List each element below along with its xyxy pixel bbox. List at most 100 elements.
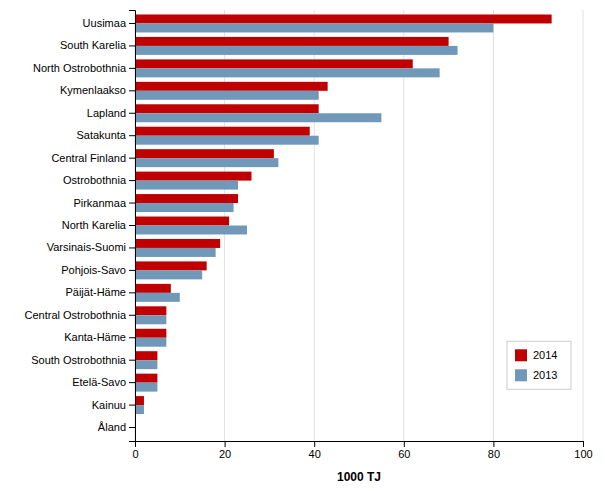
legend-label: 2014 xyxy=(533,349,557,361)
bar xyxy=(135,14,552,23)
bar xyxy=(135,306,166,315)
bar xyxy=(135,396,144,405)
tick-mark xyxy=(129,315,135,316)
legend-entry: 2013 xyxy=(515,369,557,381)
tick-label: Central Finland xyxy=(51,152,126,164)
bar xyxy=(135,405,144,414)
tick: Kanta-Häme xyxy=(64,331,135,343)
bar-series xyxy=(135,14,552,405)
tick: 0 xyxy=(132,441,138,460)
tick: South Karelia xyxy=(60,39,135,51)
tick-mark xyxy=(129,90,135,91)
tick-mark xyxy=(129,292,135,293)
tick-mark xyxy=(129,45,135,46)
tick-mark xyxy=(225,441,226,447)
tick: 40 xyxy=(309,441,321,460)
bar xyxy=(135,248,216,257)
tick: Åland xyxy=(98,421,135,433)
tick-label: North Ostrobothnia xyxy=(33,62,127,74)
tick: Kainuu xyxy=(92,399,135,411)
legend-swatch xyxy=(515,349,527,361)
bar xyxy=(135,68,440,77)
x-axis-title: 1000 TJ xyxy=(337,470,381,484)
grid xyxy=(135,10,583,441)
tick-label: 20 xyxy=(219,448,231,460)
tick-label: Satakunta xyxy=(76,129,126,141)
bar xyxy=(135,172,251,181)
legend-frame xyxy=(507,341,571,389)
legend-entry: 2014 xyxy=(515,349,557,361)
bar xyxy=(135,158,278,167)
bar xyxy=(135,91,319,100)
bar xyxy=(135,329,166,338)
legend-label: 2013 xyxy=(533,369,557,381)
bar xyxy=(135,136,319,145)
tick-label: North Karelia xyxy=(62,219,127,231)
tick-label: South Karelia xyxy=(60,39,127,51)
bars xyxy=(135,14,552,414)
tick-mark xyxy=(129,337,135,338)
tick-mark xyxy=(129,158,135,159)
tick-mark xyxy=(129,427,135,428)
tick-label: Kainuu xyxy=(92,399,126,411)
x-axis: 020406080100 xyxy=(132,441,592,460)
tick-label: Uusimaa xyxy=(83,17,127,29)
tick-label: Ostrobothnia xyxy=(63,174,127,186)
tick-mark xyxy=(129,382,135,383)
bar xyxy=(135,181,238,190)
tick-mark xyxy=(129,68,135,69)
tick-mark xyxy=(583,441,584,447)
tick-mark xyxy=(129,203,135,204)
tick: Central Ostrobothnia xyxy=(25,309,136,321)
bar xyxy=(135,360,157,369)
bar xyxy=(135,203,234,212)
tick-mark xyxy=(129,225,135,226)
bar xyxy=(135,194,238,203)
grid-line xyxy=(493,10,494,441)
tick-label: 100 xyxy=(574,448,592,460)
tick-mark xyxy=(129,135,135,136)
tick: Lapland xyxy=(87,107,135,119)
tick: Etelä-Savo xyxy=(72,376,135,388)
tick: North Karelia xyxy=(62,219,135,231)
bar xyxy=(135,46,458,55)
tick-mark xyxy=(129,270,135,271)
bar xyxy=(135,23,493,32)
bar xyxy=(135,59,413,68)
tick-label: 0 xyxy=(132,448,138,460)
tick-label: Pohjois-Savo xyxy=(61,264,126,276)
tick-mark xyxy=(404,441,405,447)
tick-label: Åland xyxy=(98,421,126,433)
tick: Uusimaa xyxy=(83,17,135,29)
grid-line xyxy=(583,10,584,441)
tick-mark xyxy=(129,405,135,406)
bar xyxy=(135,217,229,226)
bar xyxy=(135,37,449,46)
axis-line xyxy=(129,11,136,442)
tick: Pohjois-Savo xyxy=(61,264,135,276)
tick: 20 xyxy=(219,441,231,460)
tick-mark xyxy=(129,247,135,248)
bar xyxy=(135,383,157,392)
tick: 80 xyxy=(488,441,500,460)
tick-mark xyxy=(129,360,135,361)
bar xyxy=(135,374,157,383)
tick-label: Varsinais-Suomi xyxy=(47,241,126,253)
tick: Pirkanmaa xyxy=(73,197,135,209)
bar xyxy=(135,113,381,122)
bar xyxy=(135,270,202,279)
y-axis: Uusimaa South Karelia North Ostrobothnia Ky… xyxy=(25,11,136,442)
legend-swatch xyxy=(515,369,527,381)
tick-label: Central Ostrobothnia xyxy=(25,309,127,321)
chart: 020406080100UusimaaSouth KareliaNorth Os… xyxy=(0,0,605,491)
tick-label: South Ostrobothnia xyxy=(31,354,127,366)
tick: Kymenlaakso xyxy=(60,84,135,96)
plot: 020406080100UusimaaSouth KareliaNorth Os… xyxy=(25,10,593,484)
tick-mark xyxy=(129,23,135,24)
tick-label: Lapland xyxy=(87,107,126,119)
bar xyxy=(135,293,180,302)
axis-line xyxy=(136,442,584,448)
tick-label: 80 xyxy=(488,448,500,460)
bar-series xyxy=(135,23,493,414)
tick: Varsinais-Suomi xyxy=(47,241,135,253)
